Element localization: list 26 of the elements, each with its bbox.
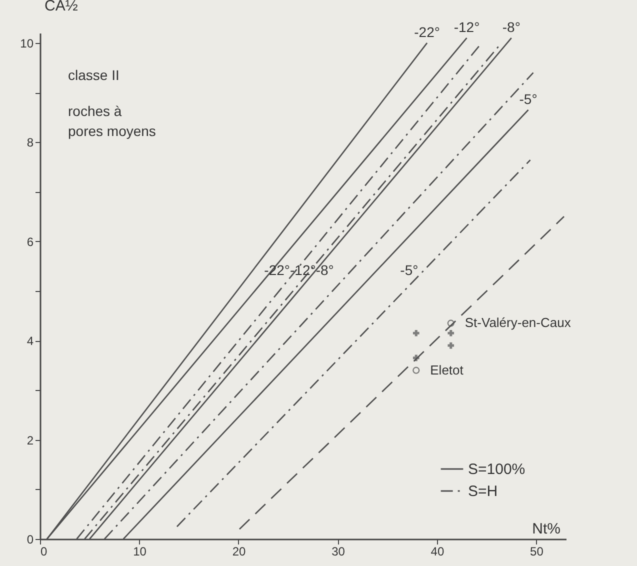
annotation: roches à: [68, 103, 122, 119]
legend-label: S=100%: [468, 461, 526, 478]
annotation: -5°: [519, 90, 538, 107]
x-axis-title: Nt%: [532, 520, 560, 538]
annotation: classe II: [68, 67, 120, 83]
y-tick-label: 8: [26, 136, 34, 150]
x-tick-label: 40: [430, 544, 444, 558]
legend-label: S=H: [468, 483, 498, 500]
y-tick-label: 2: [26, 433, 34, 448]
y-tick-label: 0: [26, 532, 34, 546]
x-tick-label: 10: [133, 544, 147, 558]
series-label: Eletot: [430, 362, 464, 378]
y-tick-label: 4: [26, 334, 34, 348]
y-tick-label: 6: [26, 234, 34, 249]
x-tick-label: 0: [40, 544, 48, 558]
annotation: -8°: [502, 18, 520, 35]
y-axis-title: CA½: [44, 0, 78, 14]
x-tick-label: 30: [332, 544, 346, 558]
x-tick-label: 20: [232, 544, 246, 558]
annotation: -5°: [400, 262, 418, 278]
series-label: St-Valéry-en-Caux: [464, 315, 572, 330]
annotation: -12°: [454, 18, 480, 35]
annotation: -22°: [414, 24, 440, 40]
annotation: pores moyens: [68, 123, 156, 139]
x-tick-label: 50: [530, 544, 544, 558]
y-tick-label: 10: [20, 36, 34, 50]
